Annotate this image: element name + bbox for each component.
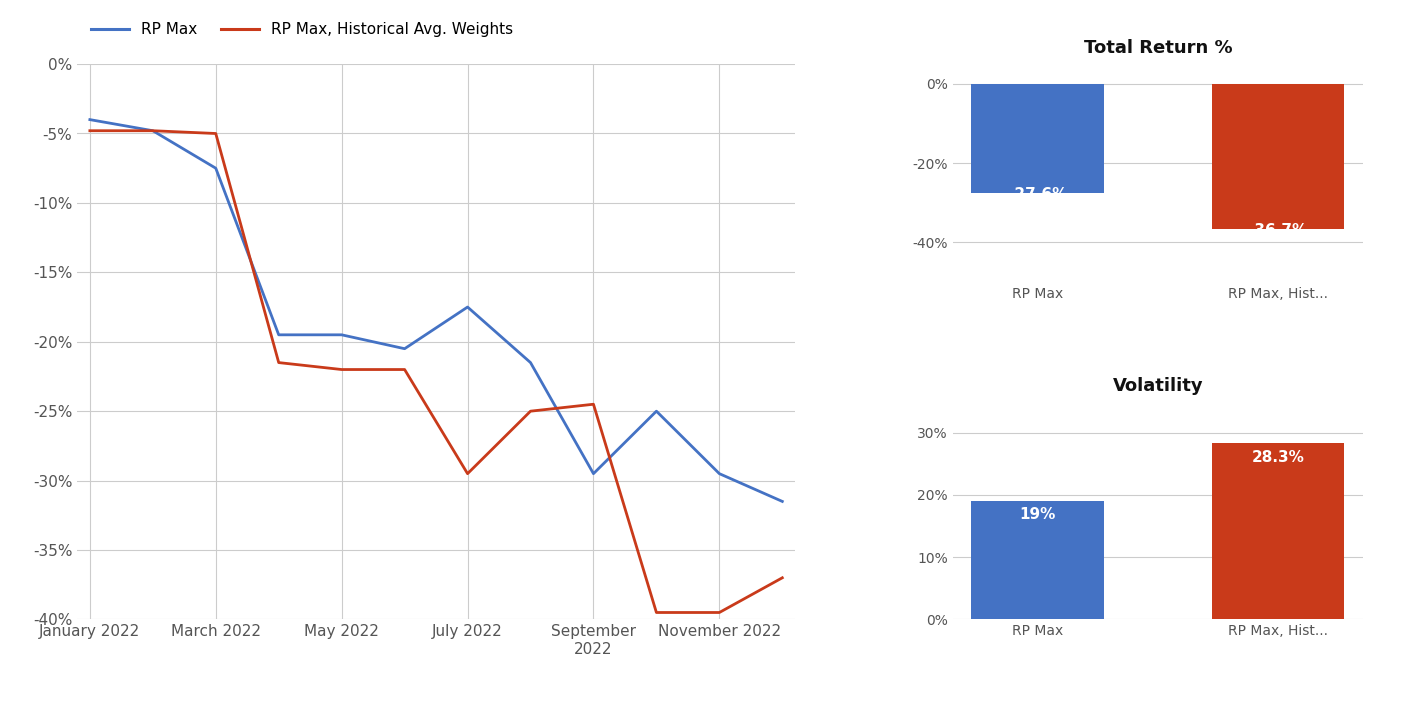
- RP Max, Historical Avg. Weights: [396, 365, 413, 374]
- RP Max, Historical Avg. Weights: [648, 608, 665, 617]
- Text: 19%: 19%: [1020, 508, 1055, 523]
- Line: RP Max, Historical Avg. Weights: RP Max, Historical Avg. Weights: [90, 131, 783, 612]
- Bar: [1213, 84, 1345, 229]
- RP Max, Historical Avg. Weights: [333, 365, 350, 374]
- RP Max, Historical Avg. Weights: [459, 469, 476, 478]
- RP Max, Historical Avg. Weights: [270, 358, 287, 367]
- RP Max, Historical Avg. Weights: [584, 400, 601, 409]
- Line: RP Max: RP Max: [90, 120, 783, 501]
- RP Max, Historical Avg. Weights: [523, 407, 540, 416]
- RP Max: [396, 345, 413, 353]
- RP Max, Historical Avg. Weights: [774, 574, 791, 582]
- RP Max: [270, 330, 287, 339]
- RP Max: [774, 497, 791, 506]
- RP Max: [208, 164, 225, 172]
- Bar: [1213, 444, 1345, 619]
- RP Max: [333, 330, 350, 339]
- RP Max, Historical Avg. Weights: [145, 127, 162, 135]
- RP Max: [648, 407, 665, 416]
- Title: Total Return %: Total Return %: [1083, 39, 1232, 57]
- Title: Volatility: Volatility: [1113, 377, 1203, 394]
- RP Max: [81, 115, 98, 124]
- RP Max, Historical Avg. Weights: [81, 127, 98, 135]
- RP Max, Historical Avg. Weights: [208, 130, 225, 138]
- RP Max: [145, 127, 162, 135]
- RP Max: [584, 469, 601, 478]
- RP Max: [523, 358, 540, 367]
- Legend: RP Max, RP Max, Historical Avg. Weights: RP Max, RP Max, Historical Avg. Weights: [84, 16, 520, 43]
- RP Max: [711, 469, 728, 478]
- Text: -36.7%: -36.7%: [1249, 224, 1308, 239]
- RP Max: [459, 303, 476, 311]
- RP Max, Historical Avg. Weights: [711, 608, 728, 617]
- Text: -27.6%: -27.6%: [1007, 187, 1068, 202]
- Bar: [971, 501, 1104, 619]
- Text: 28.3%: 28.3%: [1252, 449, 1304, 464]
- Bar: [971, 84, 1104, 193]
